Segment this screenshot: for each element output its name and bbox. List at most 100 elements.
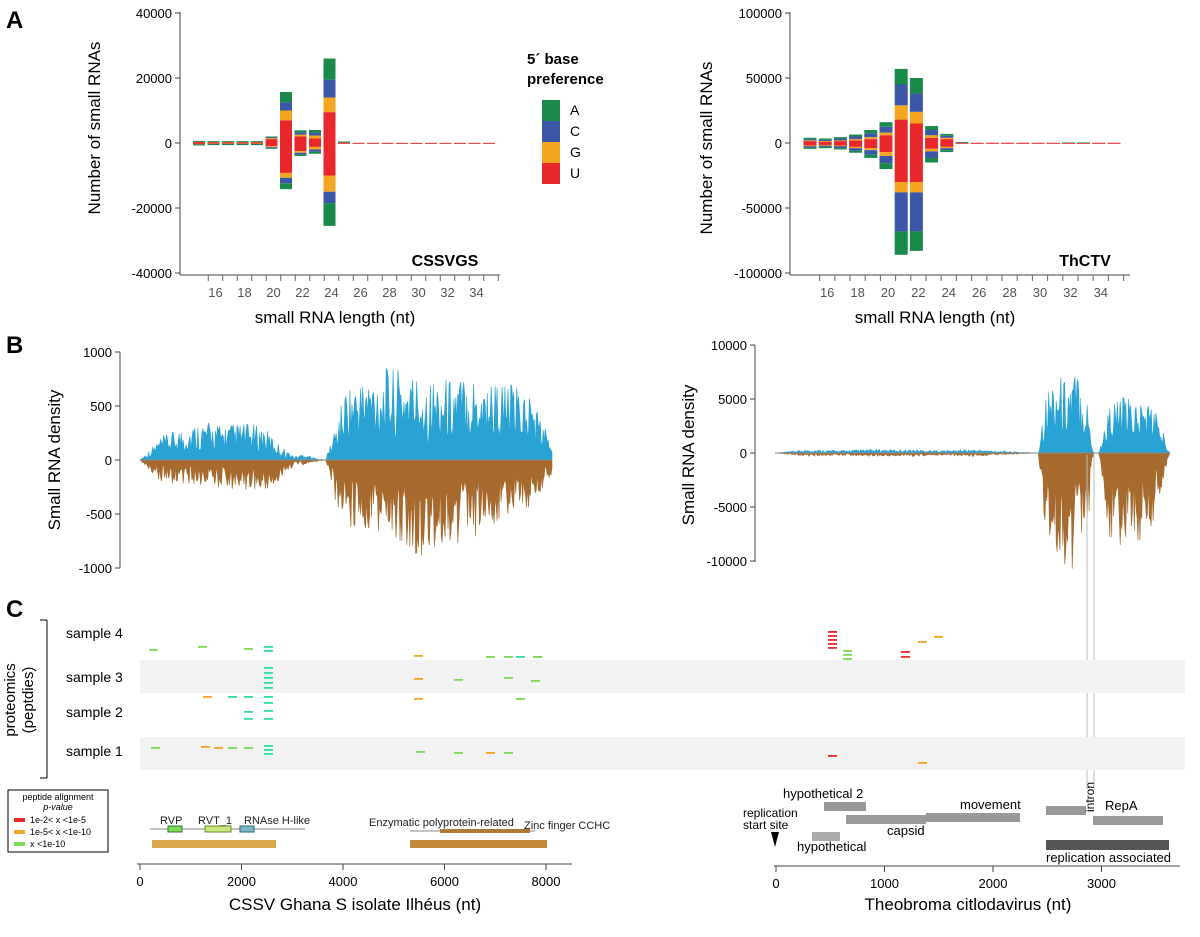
x-tick-label: 0 (772, 876, 779, 891)
bar-G-pos (323, 97, 336, 113)
bar-G-neg (280, 172, 292, 178)
y-tick-label: -100000 (734, 266, 782, 281)
legend-label-C: C (570, 123, 580, 139)
capsid-label: capsid (887, 823, 925, 838)
peptide-mark (828, 639, 837, 641)
bar-U-pos (879, 135, 893, 143)
legend-label-U: U (570, 165, 580, 181)
x-tick-label: 6000 (430, 874, 459, 889)
x-tick-label: 0 (136, 874, 143, 889)
bar-G-pos (940, 137, 954, 140)
bar-U-neg (439, 143, 452, 144)
peptide-mark (203, 696, 212, 698)
x-tick-label: 24 (942, 285, 956, 300)
cssv-x-axis-label: CSSV Ghana S isolate Ilhéus (nt) (229, 895, 481, 914)
x-tick-label: 22 (911, 285, 925, 300)
cssv-orf-bar-2 (410, 840, 547, 848)
y-tick-label: 0 (775, 136, 782, 151)
replication-start-site-marker (771, 832, 779, 847)
bar-A-pos (265, 136, 278, 138)
peptide-mark (264, 650, 273, 652)
bar-U-pos (818, 141, 832, 143)
bar-U-neg (1077, 143, 1091, 144)
hypothetical-orf (812, 832, 840, 841)
bar-C-neg (309, 149, 321, 152)
bar-C-neg (909, 192, 923, 232)
sample-1-label: sample 1 (66, 743, 123, 759)
x-tick-label: 30 (411, 285, 425, 300)
bar-U-pos (280, 120, 292, 143)
y-tick-label: -20000 (132, 201, 172, 216)
peptide-mark (228, 696, 237, 698)
x-tick-label: 26 (972, 285, 986, 300)
bar-C-pos (940, 135, 954, 138)
bar-U-neg (849, 143, 863, 147)
peptide-mark (901, 656, 910, 658)
bar-U-pos (894, 119, 908, 143)
density-sense (138, 367, 553, 461)
y-tick-label: 100000 (739, 6, 782, 21)
bar-A-neg (803, 147, 817, 149)
bar-C-neg (294, 152, 307, 155)
bar-A-pos (280, 91, 292, 103)
bar-G-neg (925, 148, 939, 152)
x-tick-label: 1000 (870, 876, 899, 891)
bar-C-neg (803, 146, 817, 148)
bar-A-neg (323, 203, 336, 226)
bar-U-neg (294, 143, 307, 152)
movement-label: movement (960, 797, 1021, 812)
legend-label-G: G (570, 144, 581, 160)
peptide-mark (264, 753, 273, 755)
pvalue-label: 1e-5< x <1e-10 (30, 827, 91, 837)
bars (193, 58, 495, 226)
peptide-mark (244, 696, 253, 698)
hypothetical-2-label: hypothetical 2 (783, 786, 863, 801)
start-site-label: start site (743, 818, 789, 832)
bar-G-pos (280, 110, 292, 121)
sample-4-label: sample 4 (66, 625, 123, 641)
bar-C-pos (309, 132, 321, 136)
bar-G-neg (818, 144, 832, 146)
bar-U-pos (849, 140, 863, 143)
bar-A-neg (236, 144, 249, 146)
bar-C-neg (925, 151, 939, 158)
bar-U-pos (940, 139, 954, 143)
bar-G-neg (294, 151, 307, 153)
bar-C-neg (894, 192, 908, 232)
replication-associated-label: replication associated (1046, 850, 1171, 865)
bar-U-neg (309, 143, 321, 147)
x-tick-label: 32 (440, 285, 454, 300)
peptide-mark (486, 752, 495, 754)
rvp-domain (167, 825, 183, 833)
bar-G-pos (803, 140, 817, 142)
panel-label-a: A (6, 7, 23, 34)
peptide-mark (828, 643, 837, 645)
bar-C-pos (849, 136, 863, 140)
bar-A-neg (879, 163, 893, 169)
x-tick-label: 24 (324, 285, 338, 300)
bar-U-neg (833, 143, 847, 146)
peptide-mark (264, 745, 273, 747)
bar-C-pos (925, 130, 939, 136)
rvt1-label: RVT_1 (198, 815, 232, 827)
x-tick-label: 34 (1094, 285, 1108, 300)
peptide-mark (264, 749, 273, 751)
sample-3-label: sample 3 (66, 669, 123, 685)
bar-C-pos (265, 137, 278, 139)
enzymatic-domain (440, 829, 530, 833)
bar-U-neg (207, 143, 220, 144)
y-axis-label: Small RNA density (679, 384, 698, 525)
x-tick-label: 8000 (532, 874, 561, 889)
bar-C-neg (265, 147, 278, 149)
bar-A-pos (222, 141, 234, 143)
chart-cssv-density: 1000 500 0 -500 -1000 Small RNA density (45, 345, 553, 576)
y-tick-label: -5000 (714, 500, 747, 515)
bar-U-neg (1016, 143, 1030, 144)
y-tick-label: -50000 (742, 201, 782, 216)
bar-U-neg (1092, 143, 1106, 144)
peptide-mark (264, 672, 273, 674)
bar-G-pos (265, 138, 278, 140)
peptide-mark (843, 658, 852, 660)
bar-A-neg (925, 157, 939, 163)
